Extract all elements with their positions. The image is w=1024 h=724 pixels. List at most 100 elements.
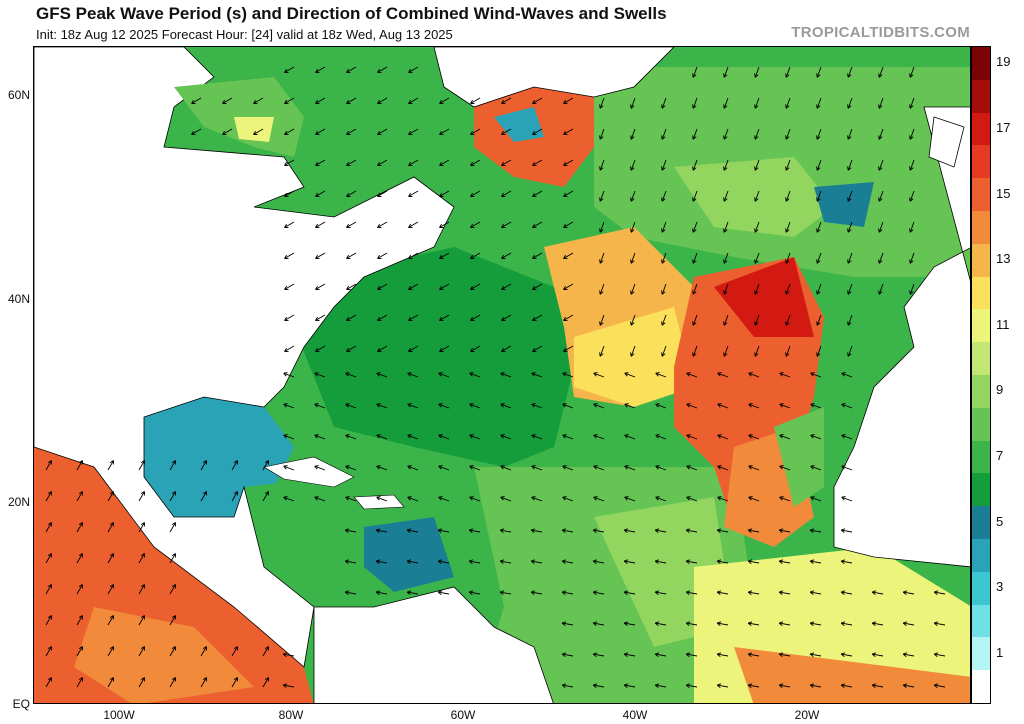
direction-arrow-head bbox=[283, 496, 288, 498]
direction-arrow bbox=[841, 403, 853, 409]
direction-arrow-head bbox=[562, 496, 567, 498]
direction-arrow bbox=[655, 591, 667, 595]
direction-arrow-head bbox=[847, 166, 849, 171]
direction-arrow-head bbox=[264, 646, 269, 649]
color-scale-segment bbox=[972, 211, 990, 244]
direction-arrow bbox=[841, 591, 853, 595]
direction-arrow-head bbox=[532, 316, 535, 321]
direction-arrow bbox=[593, 403, 605, 409]
direction-arrow-head bbox=[723, 259, 725, 264]
direction-arrow-head bbox=[779, 403, 784, 405]
direction-arrow-head bbox=[933, 684, 938, 688]
direction-arrow-head bbox=[562, 559, 567, 562]
direction-arrow-head bbox=[847, 135, 849, 140]
direction-arrow-head bbox=[909, 105, 914, 109]
direction-arrow bbox=[532, 221, 543, 228]
direction-arrow-head bbox=[661, 105, 666, 109]
direction-arrow-head bbox=[692, 167, 697, 171]
direction-arrow bbox=[810, 403, 822, 409]
direction-arrow bbox=[45, 584, 52, 595]
direction-arrow bbox=[169, 677, 176, 688]
direction-arrow-head bbox=[723, 105, 728, 109]
direction-arrow-head bbox=[599, 198, 604, 202]
direction-arrow-head bbox=[723, 353, 728, 357]
direction-arrow bbox=[315, 314, 326, 321]
direction-arrow bbox=[191, 97, 202, 104]
direction-arrow bbox=[169, 615, 176, 626]
direction-arrow bbox=[345, 496, 357, 502]
direction-arrow-head bbox=[686, 496, 690, 501]
color-scale-segment bbox=[972, 342, 990, 375]
direction-arrow bbox=[909, 159, 915, 171]
direction-arrow-head bbox=[909, 228, 911, 233]
direction-arrow bbox=[376, 372, 388, 378]
direction-arrow-head bbox=[654, 560, 659, 564]
direction-arrow bbox=[500, 529, 512, 533]
direction-arrow-head bbox=[723, 291, 728, 295]
direction-arrow-head bbox=[315, 68, 318, 73]
direction-arrow bbox=[563, 128, 574, 135]
direction-arrow-head bbox=[344, 560, 349, 564]
direction-arrow-head bbox=[754, 105, 759, 109]
direction-arrow bbox=[872, 684, 884, 688]
direction-arrow-head bbox=[661, 166, 663, 171]
direction-arrow-head bbox=[723, 228, 725, 233]
direction-arrow-head bbox=[903, 683, 908, 686]
direction-arrow bbox=[76, 553, 83, 564]
direction-arrow bbox=[909, 128, 915, 140]
direction-arrow-head bbox=[785, 135, 787, 140]
direction-arrow bbox=[785, 128, 791, 140]
direction-arrow-head bbox=[377, 192, 380, 197]
direction-arrow bbox=[438, 496, 450, 502]
direction-arrow-head bbox=[408, 347, 411, 352]
direction-arrow-head bbox=[785, 136, 790, 140]
direction-arrow bbox=[723, 159, 729, 171]
direction-arrow-head bbox=[655, 652, 660, 655]
direction-arrow bbox=[283, 653, 295, 657]
direction-arrow bbox=[593, 496, 605, 502]
direction-arrow-head bbox=[531, 434, 535, 439]
direction-arrow bbox=[810, 465, 822, 471]
gulf-of-guinea-zone bbox=[734, 647, 970, 703]
direction-arrow-head bbox=[375, 591, 380, 595]
direction-arrow-head bbox=[345, 403, 349, 408]
direction-arrow-head bbox=[202, 646, 207, 649]
direction-arrow-head bbox=[407, 403, 412, 405]
direction-arrow-head bbox=[630, 105, 635, 109]
direction-arrow-head bbox=[779, 559, 784, 562]
direction-arrow bbox=[748, 591, 760, 595]
direction-arrow-head bbox=[692, 352, 694, 357]
direction-arrow-head bbox=[692, 166, 694, 171]
direction-arrow-head bbox=[692, 104, 694, 109]
direction-arrow-head bbox=[469, 403, 474, 405]
direction-arrow bbox=[500, 403, 512, 409]
direction-arrow-head bbox=[778, 653, 783, 657]
direction-arrow-head bbox=[377, 130, 380, 135]
direction-arrow bbox=[686, 372, 698, 378]
direction-arrow-head bbox=[407, 496, 411, 501]
direction-arrow bbox=[655, 529, 667, 533]
direction-arrow-head bbox=[692, 322, 697, 326]
direction-arrow-head bbox=[686, 590, 691, 593]
direction-arrow-head bbox=[408, 192, 411, 197]
direction-arrow-head bbox=[439, 285, 442, 290]
direction-arrow bbox=[748, 465, 760, 471]
direction-arrow bbox=[222, 97, 233, 104]
direction-arrow-head bbox=[407, 590, 412, 593]
direction-arrow bbox=[847, 252, 853, 264]
direction-arrow bbox=[377, 314, 388, 321]
color-scale-segment bbox=[972, 178, 990, 211]
direction-arrow-head bbox=[785, 73, 787, 78]
direction-arrow-head bbox=[140, 646, 145, 649]
direction-arrow bbox=[692, 159, 698, 171]
direction-arrow-head bbox=[469, 372, 473, 377]
direction-arrow-head bbox=[754, 197, 756, 202]
color-scale-segment bbox=[972, 539, 990, 572]
direction-arrow-head bbox=[599, 353, 604, 357]
lat-label-eq: EQ bbox=[12, 697, 30, 711]
direction-arrow-head bbox=[841, 434, 845, 439]
direction-arrow bbox=[841, 434, 853, 440]
direction-arrow-head bbox=[283, 465, 288, 467]
direction-arrow-head bbox=[284, 285, 287, 290]
direction-arrow-head bbox=[233, 491, 238, 494]
